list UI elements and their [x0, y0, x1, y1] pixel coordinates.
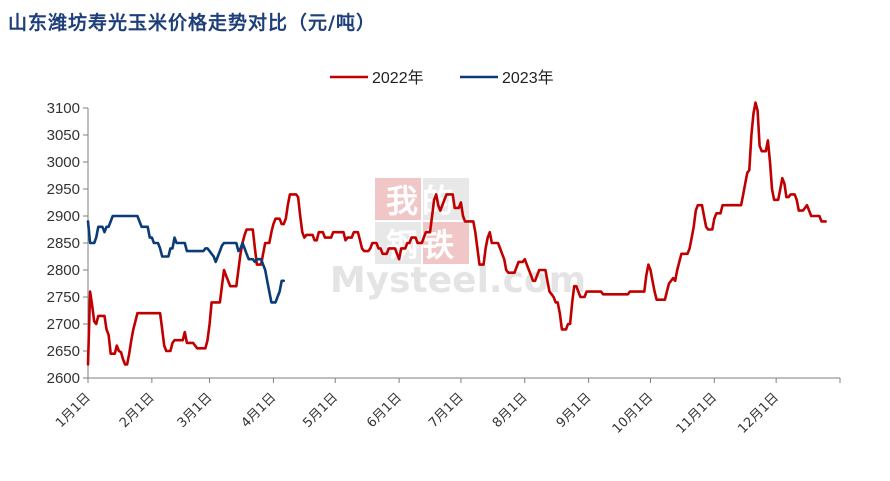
x-tick-label: 5月1日: [300, 390, 341, 431]
x-tick-label: 1月1日: [53, 390, 94, 431]
watermark-text-3: Mysteel.com: [330, 260, 586, 301]
x-tick-label: 9月1日: [554, 390, 595, 431]
y-tick-label: 3000: [47, 154, 80, 171]
y-tick-label: 2900: [47, 208, 80, 225]
y-tick-label: 2850: [47, 235, 80, 252]
watermark-box-1: [375, 178, 421, 220]
watermark-text-2: 钢铁: [386, 226, 458, 264]
series-line-1: [86, 214, 285, 304]
legend-label-0: 2022年: [372, 69, 424, 87]
x-tick-label: 3月1日: [175, 390, 216, 431]
y-tick-label: 2750: [47, 289, 80, 306]
y-tick-label: 3100: [47, 100, 80, 117]
x-tick-label: 12月1日: [735, 390, 782, 437]
x-tick-label: 4月1日: [239, 390, 280, 431]
x-tick-label: 11月1日: [674, 390, 721, 437]
x-tick-label: 6月1日: [364, 390, 405, 431]
legend: 2022年 2023年: [330, 69, 554, 87]
x-tick-label: 7月1日: [426, 390, 467, 431]
y-tick-label: 3050: [47, 127, 80, 144]
x-tick-label: 10月1日: [610, 390, 657, 437]
y-tick-label: 2800: [47, 262, 80, 279]
legend-label-1: 2023年: [502, 69, 554, 87]
y-tick-label: 2700: [47, 316, 80, 333]
y-tick-label: 2650: [47, 343, 80, 360]
y-tick-label: 2950: [47, 181, 80, 198]
watermark-text-1: 我的: [386, 182, 458, 220]
series-lines: [86, 101, 827, 366]
chart-title: 山东潍坊寿光玉米价格走势对比（元/吨）: [8, 12, 376, 34]
y-tick-label: 2600: [47, 370, 80, 387]
x-tick-label: 8月1日: [490, 390, 531, 431]
series-line-0: [86, 101, 827, 366]
x-tick-label: 2月1日: [117, 390, 158, 431]
